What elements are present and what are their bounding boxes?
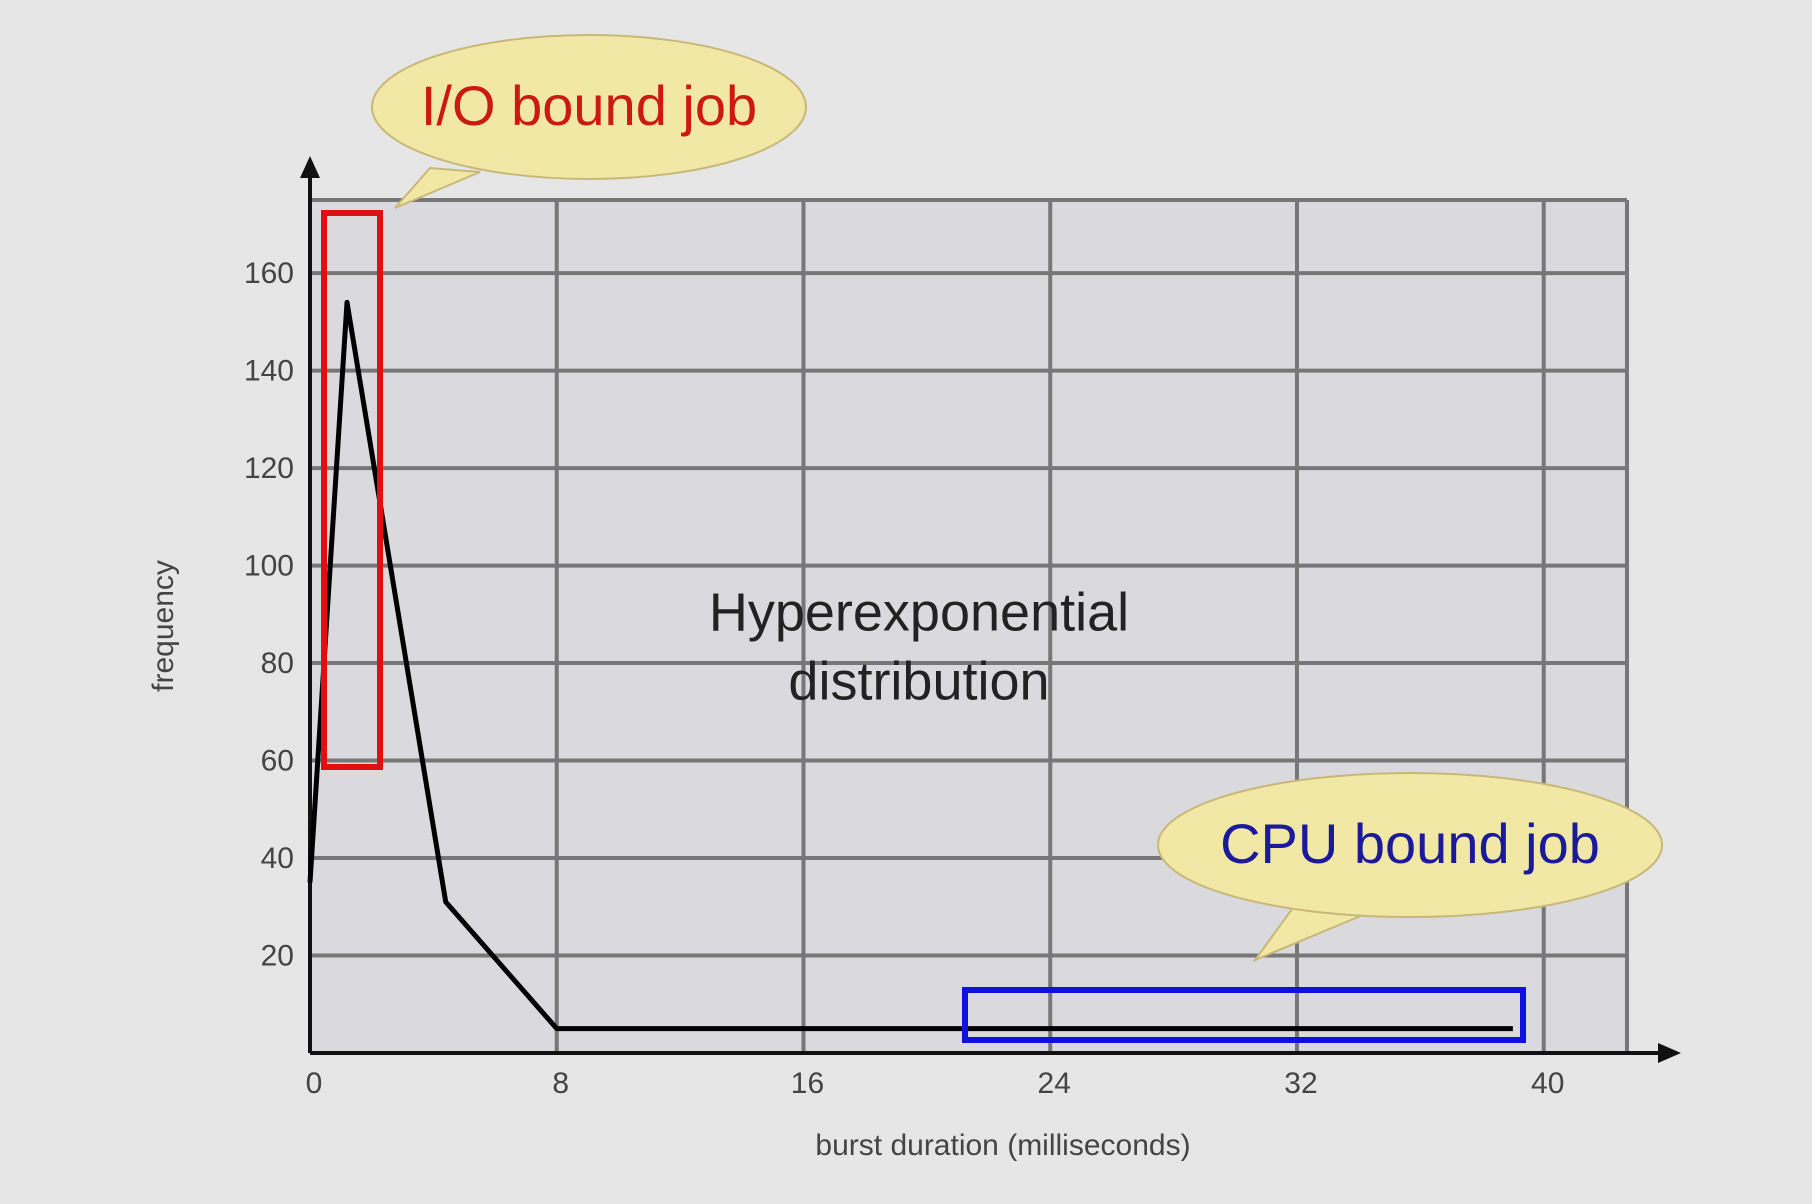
y-tick-label: 140 (244, 355, 294, 388)
annotation: CPU bound job (1220, 812, 1600, 875)
x-tick-label: 8 (552, 1067, 569, 1100)
x-tick-label: 40 (1531, 1067, 1564, 1100)
x-tick-label: 24 (1038, 1067, 1071, 1100)
y-axis-arrow (300, 156, 320, 178)
y-tick-label: 60 (261, 744, 294, 777)
callout (371, 34, 807, 180)
annotation: Hyperexponential (709, 582, 1129, 642)
annotation: I/O bound job (421, 74, 757, 137)
y-tick-label: 160 (244, 257, 294, 290)
callout-tail (394, 166, 481, 209)
y-tick-label: 80 (261, 647, 294, 680)
x-tick-label: 16 (791, 1067, 824, 1100)
callout (1157, 772, 1663, 918)
y-tick-label: 40 (261, 842, 294, 875)
y-tick-label: 20 (261, 939, 294, 972)
highlight-box (962, 987, 1526, 1043)
annotation: distribution (788, 651, 1049, 711)
y-tick-label: 100 (244, 549, 294, 582)
x-tick-label: 32 (1284, 1067, 1317, 1100)
line (307, 299, 1513, 1032)
x-tick-label: 0 (306, 1067, 323, 1100)
highlight-box (321, 210, 383, 770)
y-axis-title: frequency (147, 560, 180, 692)
series (307, 299, 1513, 1032)
x-axis-arrow (1658, 1043, 1681, 1063)
y-tick-label: 120 (244, 452, 294, 485)
x-axis-title: burst duration (milliseconds) (815, 1129, 1190, 1162)
